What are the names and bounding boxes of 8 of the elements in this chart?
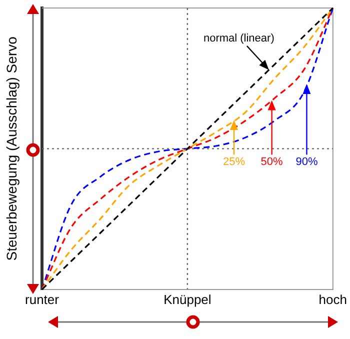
annotation: 25% [222,156,246,168]
annotation: 90% [296,156,318,168]
x-tick-label: Knüppel [164,292,212,307]
y-axis-title: Steuerbewegung (Ausschlag) Servo [3,36,20,261]
x-tick-label: runter [25,292,60,307]
annotation: 50% [260,156,284,168]
x-tick-label: hoch [318,292,348,307]
annotation: normal (linear) [203,32,274,44]
